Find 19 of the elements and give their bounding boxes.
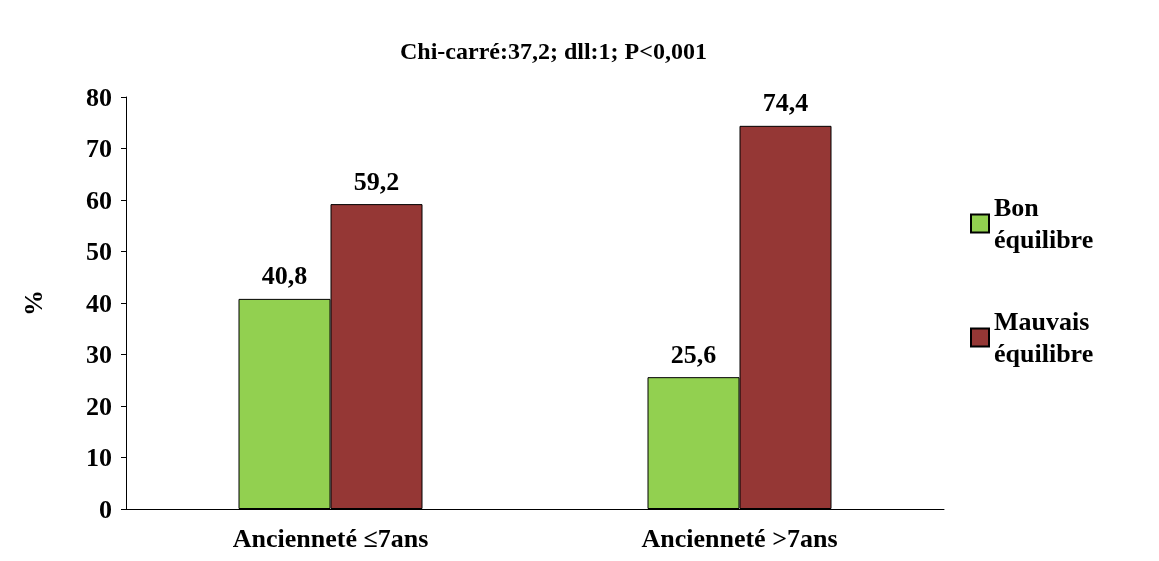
y-tick-label: 0 (99, 494, 112, 524)
y-tick-label: 50 (86, 237, 112, 266)
x-tick-label: Ancienneté >7ans (641, 523, 838, 553)
y-tick-label: 60 (86, 185, 112, 215)
y-tick-label: 70 (86, 134, 112, 163)
y-tick-label: 40 (86, 288, 112, 318)
data-label: 59,2 (353, 166, 400, 196)
data-label: 25,6 (670, 339, 717, 369)
data-label: 74,4 (762, 88, 809, 118)
x-tick-label: Ancienneté ≤7ans (232, 523, 429, 553)
chart-title: Chi-carré:37,2; dll:1; P<0,001 (400, 38, 707, 64)
y-tick-label: 80 (86, 82, 112, 112)
y-tick-label: 20 (86, 391, 112, 421)
legend-label: Bon équilibre (994, 193, 1094, 254)
data-label: 40,8 (261, 261, 308, 291)
y-tick-label: 30 (86, 340, 112, 369)
y-tick-label: 10 (86, 443, 112, 472)
legend-label: Mauvais équilibre (994, 307, 1096, 368)
y-axis-title: % (18, 290, 48, 316)
